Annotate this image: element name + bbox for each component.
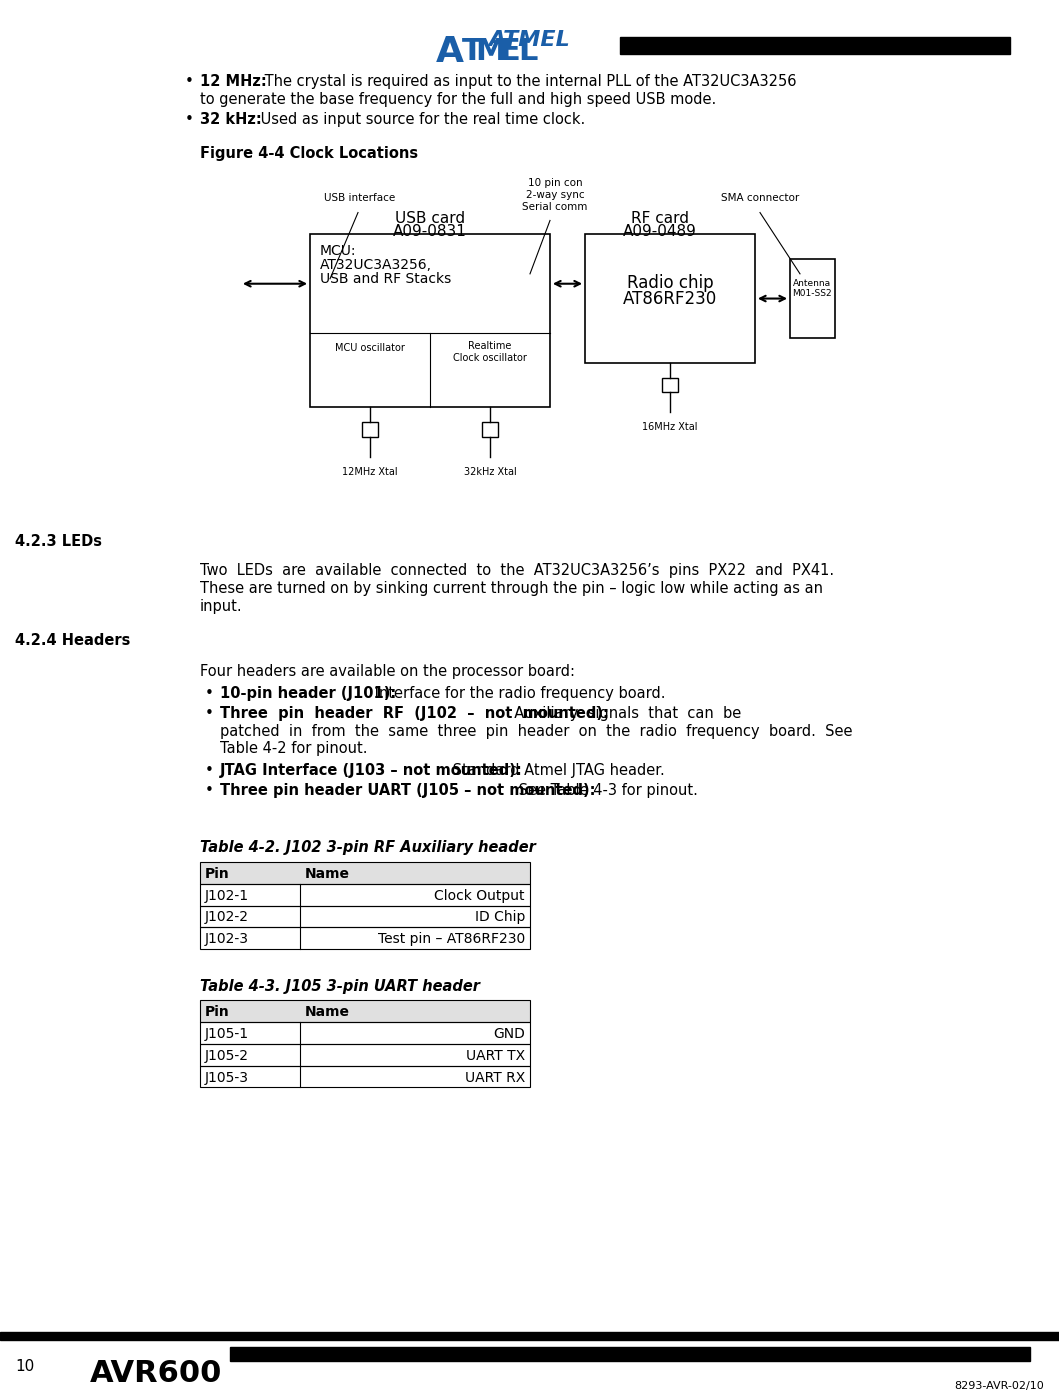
Text: 10-pin header (J101):: 10-pin header (J101):: [220, 686, 396, 702]
Text: J102-1: J102-1: [205, 888, 249, 903]
Text: Serial comm: Serial comm: [522, 202, 588, 212]
Text: The crystal is required as input to the internal PLL of the AT32UC3A3256: The crystal is required as input to the …: [261, 74, 796, 89]
Text: USB interface: USB interface: [324, 192, 396, 203]
Text: A: A: [436, 35, 464, 68]
Bar: [200, 906, 530, 927]
Bar: [0, 1332, 1059, 1339]
Text: •: •: [205, 706, 214, 721]
Text: to generate the base frequency for the full and high speed USB mode.: to generate the base frequency for the f…: [200, 92, 716, 107]
Text: J105-2: J105-2: [205, 1050, 249, 1063]
Text: RF card: RF card: [631, 210, 689, 226]
Text: •: •: [205, 763, 214, 778]
Bar: [200, 884, 530, 906]
Text: Three  pin  header  RF  (J102  –  not  mounted):: Three pin header RF (J102 – not mounted)…: [220, 706, 609, 721]
Text: J105-3: J105-3: [205, 1070, 249, 1084]
Text: Pin: Pin: [205, 867, 230, 881]
Text: Table 4-3. J105 3-pin UART header: Table 4-3. J105 3-pin UART header: [200, 979, 480, 994]
Text: T: T: [462, 36, 483, 65]
Text: 4.2.4 Headers: 4.2.4 Headers: [15, 633, 130, 647]
Text: 16MHz Xtal: 16MHz Xtal: [642, 422, 698, 432]
Text: AT86RF230: AT86RF230: [623, 290, 717, 308]
Text: 12 MHz:: 12 MHz:: [200, 74, 267, 89]
Text: UART RX: UART RX: [465, 1070, 525, 1084]
Text: Standard Atmel JTAG header.: Standard Atmel JTAG header.: [448, 763, 665, 778]
Text: Clock Output: Clock Output: [434, 888, 525, 903]
Text: input.: input.: [200, 599, 243, 614]
Text: Realtime
Clock oscillator: Realtime Clock oscillator: [453, 341, 527, 363]
Text: SMA connector: SMA connector: [721, 192, 800, 203]
Text: USB and RF Stacks: USB and RF Stacks: [320, 271, 451, 285]
Text: AT32UC3A3256,: AT32UC3A3256,: [320, 258, 432, 271]
Bar: [585, 234, 755, 363]
Bar: [662, 377, 678, 393]
Bar: [482, 422, 498, 437]
Text: Figure 4-4 Clock Locations: Figure 4-4 Clock Locations: [200, 146, 418, 161]
Text: E: E: [500, 36, 520, 65]
Text: Three pin header UART (J105 – not mounted):: Three pin header UART (J105 – not mounte…: [220, 782, 595, 798]
Text: 32kHz Xtal: 32kHz Xtal: [464, 466, 517, 476]
Text: J105-1: J105-1: [205, 1027, 249, 1041]
Text: A09-0489: A09-0489: [623, 224, 697, 239]
Bar: [200, 927, 530, 949]
Text: AVR600: AVR600: [90, 1359, 222, 1388]
Text: 12MHz Xtal: 12MHz Xtal: [342, 466, 398, 476]
Text: ATMEL: ATMEL: [488, 29, 570, 50]
Text: UART TX: UART TX: [466, 1050, 525, 1063]
Text: Name: Name: [305, 1005, 351, 1019]
Text: Table 4-2 for pinout.: Table 4-2 for pinout.: [220, 742, 367, 756]
Bar: [310, 234, 550, 408]
Text: 32 kHz:: 32 kHz:: [200, 111, 262, 127]
Text: MCU:: MCU:: [320, 244, 357, 258]
Text: 8293-AVR-02/10: 8293-AVR-02/10: [954, 1381, 1044, 1391]
Text: Name: Name: [305, 867, 351, 881]
Text: USB card: USB card: [395, 210, 465, 226]
Text: 4.2.3 LEDs: 4.2.3 LEDs: [15, 533, 102, 548]
Text: GND: GND: [493, 1027, 525, 1041]
Bar: [200, 862, 530, 884]
Text: Four headers are available on the processor board:: Four headers are available on the proces…: [200, 664, 575, 679]
Text: patched  in  from  the  same  three  pin  header  on  the  radio  frequency  boa: patched in from the same three pin heade…: [220, 724, 852, 739]
Text: JTAG Interface (J103 – not mounted):: JTAG Interface (J103 – not mounted):: [220, 763, 523, 778]
Text: Radio chip: Radio chip: [627, 274, 714, 292]
Text: See Table 4-3 for pinout.: See Table 4-3 for pinout.: [514, 782, 698, 798]
Text: Interface for the radio frequency board.: Interface for the radio frequency board.: [370, 686, 665, 702]
Text: L: L: [518, 36, 538, 65]
Text: ID Chip: ID Chip: [474, 910, 525, 924]
Text: 10: 10: [15, 1359, 34, 1374]
Text: MCU oscillator: MCU oscillator: [335, 342, 405, 354]
Bar: [200, 1022, 530, 1044]
Bar: [362, 422, 378, 437]
Text: Used as input source for the real time clock.: Used as input source for the real time c…: [256, 111, 586, 127]
Text: •: •: [205, 782, 214, 798]
Text: These are turned on by sinking current through the pin – logic low while acting : These are turned on by sinking current t…: [200, 582, 823, 596]
Text: Antenna
M01-SS2: Antenna M01-SS2: [792, 278, 831, 298]
Text: M: M: [474, 36, 505, 65]
Text: •: •: [185, 74, 194, 89]
Bar: [200, 1001, 530, 1022]
Bar: [790, 259, 834, 338]
Bar: [230, 1347, 1030, 1361]
Text: J102-3: J102-3: [205, 933, 249, 947]
Text: •: •: [205, 686, 214, 702]
Text: 2-way sync: 2-way sync: [525, 189, 585, 200]
Bar: [620, 36, 1010, 54]
Text: Auxiliary  signals  that  can  be: Auxiliary signals that can be: [505, 706, 741, 721]
Text: J102-2: J102-2: [205, 910, 249, 924]
Bar: [200, 1044, 530, 1066]
Text: 10 pin con: 10 pin con: [527, 178, 582, 188]
Text: Two  LEDs  are  available  connected  to  the  AT32UC3A3256’s  pins  PX22  and  : Two LEDs are available connected to the …: [200, 564, 834, 579]
Text: Pin: Pin: [205, 1005, 230, 1019]
Text: •: •: [185, 111, 194, 127]
Text: Table 4-2. J102 3-pin RF Auxiliary header: Table 4-2. J102 3-pin RF Auxiliary heade…: [200, 841, 536, 855]
Text: A09-0831: A09-0831: [393, 224, 467, 239]
Bar: [200, 1066, 530, 1087]
Text: Test pin – AT86RF230: Test pin – AT86RF230: [378, 933, 525, 947]
